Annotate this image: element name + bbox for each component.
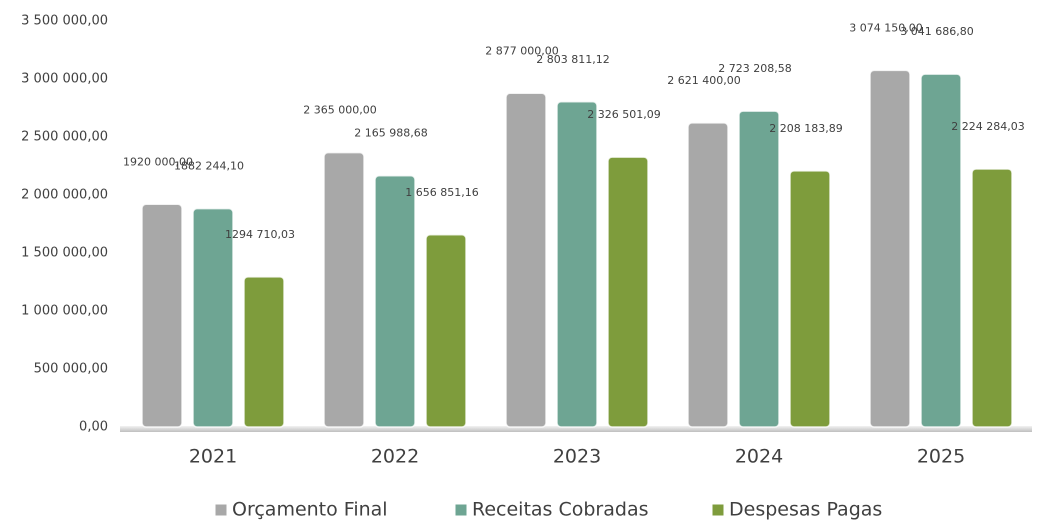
bar <box>192 207 234 428</box>
bar <box>607 156 649 428</box>
y-tick-label: 1 500 000,00 <box>21 246 108 261</box>
legend-swatch <box>454 503 468 517</box>
y-tick-label: 0,00 <box>79 420 108 435</box>
bar <box>738 110 780 428</box>
bar <box>920 73 962 428</box>
y-tick-label: 3 500 000,00 <box>21 14 108 29</box>
value-label: 2 326 501,09 <box>587 108 660 121</box>
value-label: 2 165 988,68 <box>354 127 427 140</box>
value-label: 1920 000,00 <box>123 155 193 168</box>
y-tick-label: 2 500 000,00 <box>21 130 108 145</box>
value-label: 2 723 208,58 <box>718 62 791 75</box>
bar <box>869 69 911 428</box>
bar <box>556 101 598 428</box>
value-label: 1 656 851,16 <box>405 186 478 199</box>
value-label: 2 208 183,89 <box>769 122 842 135</box>
legend-label: Despesas Pagas <box>729 499 882 521</box>
legend-swatch <box>214 503 228 517</box>
bar <box>323 151 365 428</box>
bar <box>374 174 416 428</box>
value-label: 2 877 000,00 <box>485 44 558 57</box>
y-tick-label: 3 000 000,00 <box>21 72 108 87</box>
legend-label: Orçamento Final <box>232 499 388 521</box>
bar <box>505 92 547 428</box>
value-label: 1882 244,10 <box>174 160 244 173</box>
y-tick-label: 2 000 000,00 <box>21 188 108 203</box>
x-tick-label: 2022 <box>371 446 419 468</box>
legend-label: Receitas Cobradas <box>472 499 649 521</box>
value-label: 3 041 686,80 <box>900 25 973 38</box>
x-tick-label: 2024 <box>735 446 783 468</box>
x-tick-label: 2023 <box>553 446 601 468</box>
value-label: 2 365 000,00 <box>303 104 376 117</box>
bar <box>687 122 729 428</box>
x-tick-label: 2021 <box>189 446 237 468</box>
bar <box>789 170 831 428</box>
y-tick-label: 500 000,00 <box>34 362 108 377</box>
bar <box>141 203 183 428</box>
value-label: 1294 710,03 <box>225 228 295 241</box>
y-tick-label: 1 000 000,00 <box>21 304 108 319</box>
value-label: 2 621 400,00 <box>667 74 740 87</box>
floor <box>120 426 1032 432</box>
bar <box>425 234 467 428</box>
legend-swatch <box>711 503 725 517</box>
x-tick-label: 2025 <box>917 446 965 468</box>
value-label: 3 074 150,00 <box>849 21 922 34</box>
bar <box>971 168 1013 428</box>
value-label: 2 803 811,12 <box>536 53 609 66</box>
bar <box>243 276 285 428</box>
value-label: 2 224 284,03 <box>951 120 1024 133</box>
